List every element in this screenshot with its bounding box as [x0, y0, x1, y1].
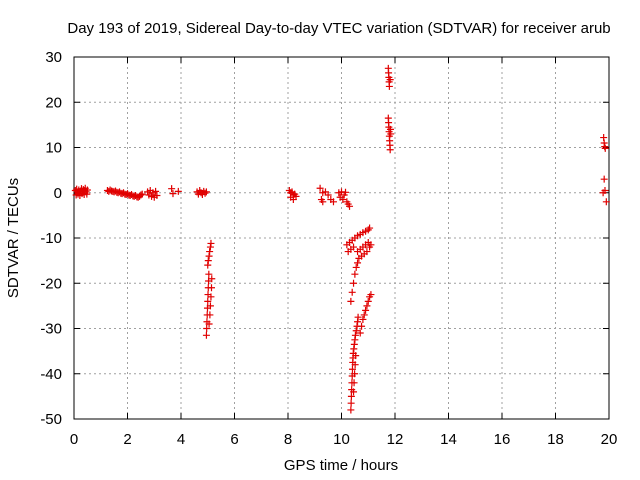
data-point	[364, 239, 372, 247]
data-point	[362, 306, 370, 314]
y-axis-tick-labels: -50 -40 -30 -20 -10 0 10 20 30	[40, 49, 62, 428]
x-tick-label: 4	[177, 431, 185, 448]
data-point	[168, 185, 176, 193]
y-tick-label: 0	[54, 185, 62, 202]
data-point	[363, 302, 371, 310]
data-point	[350, 243, 358, 251]
data-point	[602, 198, 610, 206]
x-axis-tick-labels: 0 2 4 6 8 10 12 14 16 18 20	[70, 431, 618, 448]
data-point	[319, 198, 327, 206]
data-point	[350, 388, 358, 396]
data-point	[153, 191, 161, 199]
data-point	[599, 189, 607, 197]
data-point	[204, 257, 212, 265]
y-tick-label: 20	[45, 94, 62, 111]
data-point	[208, 275, 216, 283]
data-point	[207, 239, 215, 247]
data-point	[350, 379, 358, 387]
data-point	[348, 288, 356, 296]
data-point	[347, 392, 355, 400]
data-point	[359, 315, 367, 323]
data-point	[201, 189, 209, 197]
data-point	[206, 248, 214, 256]
x-tick-label: 6	[230, 431, 238, 448]
data-point	[601, 144, 609, 152]
data-point	[339, 196, 347, 204]
y-axis-label: SDTVAR / TECUs	[5, 178, 22, 298]
data-point	[83, 186, 91, 194]
data-point	[352, 327, 360, 335]
y-tick-label: 10	[45, 140, 62, 157]
chart-title: Day 193 of 2019, Sidereal Day-to-day VTE…	[67, 20, 610, 37]
x-tick-label: 20	[601, 431, 618, 448]
data-point	[206, 311, 214, 319]
x-tick-label: 0	[70, 431, 78, 448]
data-point	[348, 365, 356, 373]
data-point	[203, 325, 211, 332]
data-point	[385, 82, 393, 90]
x-tick-label: 18	[547, 431, 564, 448]
data-point	[342, 188, 350, 196]
data-point	[138, 190, 146, 198]
y-tick-label: -40	[40, 366, 62, 383]
x-tick-label: 12	[387, 431, 404, 448]
y-tick-label: -30	[40, 321, 62, 338]
data-point	[152, 187, 160, 195]
data-point	[207, 293, 215, 301]
data-point	[205, 320, 213, 328]
data-point	[202, 188, 210, 196]
data-point	[354, 313, 362, 321]
data-point	[600, 175, 608, 183]
data-point	[354, 259, 362, 267]
data-point	[351, 270, 359, 278]
y-tick-label: -10	[40, 230, 62, 247]
y-tick-label: -50	[40, 411, 62, 428]
x-tick-label: 14	[440, 431, 457, 448]
data-point	[324, 191, 332, 199]
x-tick-label: 8	[284, 431, 292, 448]
data-point	[207, 284, 215, 292]
data-point	[387, 130, 395, 138]
data-point	[360, 311, 368, 319]
data-point	[206, 302, 214, 310]
data-point	[363, 248, 371, 256]
x-axis-label: GPS time / hours	[284, 457, 398, 474]
data-point	[352, 263, 360, 271]
x-tick-label: 10	[333, 431, 350, 448]
x-tick-label: 2	[123, 431, 131, 448]
data-point	[386, 146, 394, 154]
data-point	[351, 331, 359, 339]
grid-lines	[74, 57, 609, 419]
data-point	[346, 202, 354, 210]
data-point	[358, 322, 366, 330]
data-point	[202, 331, 210, 339]
data-point	[386, 76, 394, 84]
data-points	[71, 64, 610, 414]
data-point	[204, 297, 212, 305]
data-point	[316, 184, 324, 192]
data-point	[205, 270, 213, 278]
data-point	[351, 370, 359, 378]
data-point	[169, 190, 177, 198]
data-point	[364, 297, 372, 305]
data-point	[367, 291, 375, 299]
data-point	[174, 187, 182, 195]
data-point	[347, 399, 355, 407]
data-point	[351, 361, 359, 369]
data-point	[329, 198, 337, 206]
data-point	[350, 279, 358, 287]
data-point	[366, 224, 374, 232]
data-point	[352, 352, 360, 360]
y-tick-label: -20	[40, 275, 62, 292]
data-point	[289, 191, 297, 199]
x-tick-label: 16	[494, 431, 511, 448]
data-point	[356, 329, 364, 337]
y-tick-label: 30	[45, 49, 62, 66]
data-point	[137, 191, 145, 199]
data-point	[347, 297, 355, 305]
data-point	[347, 406, 355, 414]
